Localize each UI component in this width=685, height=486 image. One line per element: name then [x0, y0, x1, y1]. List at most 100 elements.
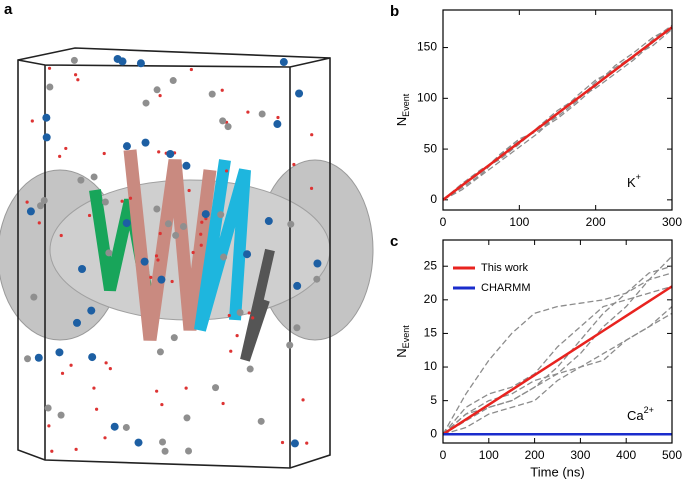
- y-axis-label: NEvent: [394, 93, 411, 126]
- ion: [172, 231, 180, 239]
- ion: [34, 353, 43, 362]
- ion: [122, 219, 131, 228]
- water: [199, 232, 203, 236]
- water: [157, 150, 161, 154]
- water: [235, 333, 239, 338]
- water: [94, 407, 99, 411]
- ion: [24, 355, 32, 363]
- ion: [159, 438, 167, 446]
- ion: [164, 220, 172, 228]
- ion: [201, 210, 210, 219]
- plot-frame: [442, 9, 673, 211]
- x-tick-label: 0: [440, 448, 447, 462]
- ion: [157, 275, 166, 284]
- water: [251, 316, 255, 320]
- legend-label: This work: [481, 262, 529, 274]
- ion: [236, 308, 244, 316]
- water: [158, 94, 162, 98]
- ion: [313, 275, 321, 283]
- ion: [287, 220, 295, 228]
- x-tick-label: 100: [509, 215, 529, 229]
- helix: [240, 248, 275, 362]
- y-label-sub: Event: [401, 325, 411, 349]
- x-tick-label: 300: [662, 215, 682, 229]
- water: [47, 424, 51, 428]
- panel-label: b: [390, 3, 399, 20]
- ion: [101, 198, 109, 206]
- ion: [136, 59, 145, 68]
- y-tick-label: 5: [430, 393, 437, 407]
- y-tick-label: 150: [417, 40, 437, 54]
- water: [276, 115, 280, 120]
- ion: [122, 142, 131, 151]
- water: [120, 199, 124, 203]
- water: [74, 73, 78, 77]
- x-tick-label: 200: [525, 448, 545, 462]
- y-tick-label: 100: [417, 90, 437, 104]
- water: [158, 231, 162, 236]
- ion: [110, 422, 119, 431]
- water: [128, 196, 133, 200]
- y-tick-label: 0: [430, 192, 437, 206]
- water: [187, 188, 191, 193]
- ion: [42, 133, 51, 142]
- simulation-box: [17, 47, 331, 469]
- ion: [257, 417, 265, 425]
- water: [189, 67, 193, 72]
- water: [104, 361, 108, 365]
- ion: [153, 205, 161, 213]
- water: [160, 402, 164, 407]
- water: [305, 441, 309, 445]
- water: [69, 363, 73, 367]
- x-tick-label: 500: [662, 448, 682, 462]
- water: [74, 447, 78, 451]
- ion: [170, 334, 178, 342]
- water: [184, 386, 188, 390]
- ion: [40, 196, 48, 204]
- ion: [78, 264, 87, 273]
- water: [199, 243, 203, 247]
- water: [108, 366, 112, 371]
- water: [149, 275, 153, 279]
- water: [221, 401, 225, 406]
- water: [30, 119, 34, 123]
- water: [92, 386, 96, 390]
- water: [87, 213, 92, 218]
- x-tick-label: 0: [440, 215, 447, 229]
- x-tick-label: 100: [479, 448, 499, 462]
- annotation-sup: +: [636, 172, 641, 182]
- water: [224, 169, 229, 173]
- water: [170, 279, 174, 284]
- ion: [161, 447, 169, 455]
- water: [220, 88, 224, 92]
- water: [310, 133, 314, 137]
- ion: [122, 423, 130, 431]
- water: [191, 250, 195, 255]
- ion: [77, 176, 85, 184]
- water: [103, 436, 107, 440]
- water: [60, 371, 65, 375]
- ion: [208, 90, 216, 98]
- ion: [90, 173, 98, 181]
- trajectory-line: [442, 24, 673, 201]
- panel-label: a: [4, 1, 13, 18]
- water: [76, 78, 80, 82]
- ion: [26, 207, 35, 216]
- ion: [166, 150, 175, 159]
- ion: [286, 341, 294, 349]
- water: [309, 186, 314, 190]
- ion: [141, 138, 150, 147]
- ion: [42, 113, 51, 122]
- ion: [88, 353, 97, 362]
- series-line: [442, 285, 673, 436]
- series-line: [442, 26, 673, 201]
- ion: [46, 83, 54, 91]
- water: [64, 146, 68, 151]
- ion: [220, 253, 228, 261]
- annotation-sup: 2+: [644, 405, 654, 415]
- ion: [156, 348, 164, 356]
- ion: [224, 123, 232, 131]
- ion: [73, 318, 82, 327]
- ion: [219, 117, 227, 125]
